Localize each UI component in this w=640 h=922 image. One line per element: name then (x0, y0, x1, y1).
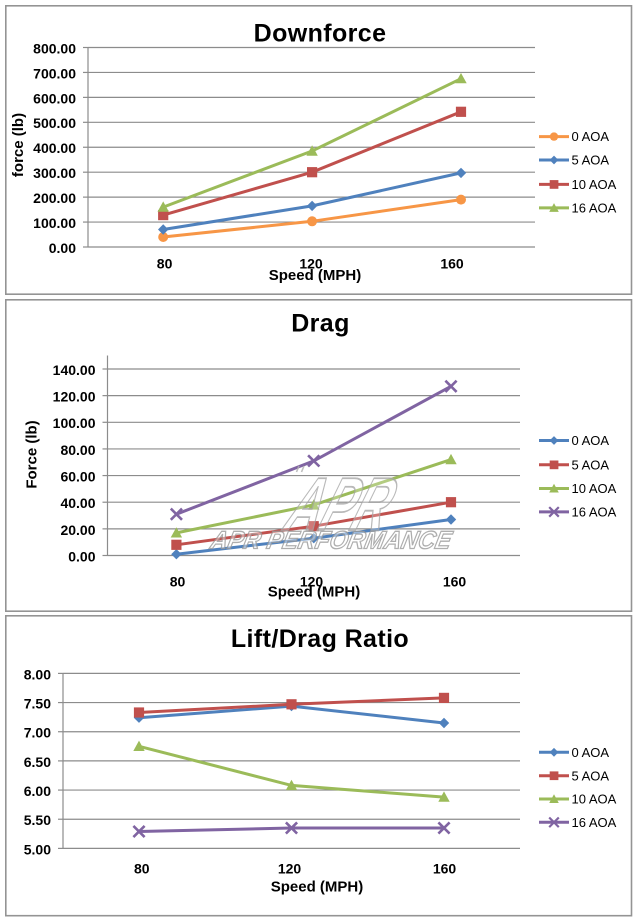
svg-text:Speed (MPH): Speed (MPH) (269, 267, 362, 284)
svg-text:120.00: 120.00 (53, 389, 96, 405)
svg-text:6.50: 6.50 (24, 754, 51, 770)
svg-text:Speed (MPH): Speed (MPH) (271, 879, 364, 896)
svg-text:80: 80 (170, 574, 186, 590)
svg-text:5 AOA: 5 AOA (572, 153, 610, 168)
svg-text:140.00: 140.00 (53, 362, 96, 378)
svg-text:100.00: 100.00 (33, 215, 76, 231)
svg-text:500.00: 500.00 (33, 115, 76, 131)
svg-text:0.00: 0.00 (68, 548, 95, 564)
svg-text:10 AOA: 10 AOA (572, 481, 617, 496)
svg-text:80: 80 (157, 256, 173, 272)
svg-text:120: 120 (278, 861, 302, 877)
svg-text:400.00: 400.00 (33, 140, 76, 156)
svg-text:10 AOA: 10 AOA (572, 792, 617, 807)
svg-text:force (lb): force (lb) (10, 113, 27, 177)
svg-text:7.00: 7.00 (24, 725, 51, 741)
svg-text:80.00: 80.00 (60, 442, 95, 458)
svg-text:Drag: Drag (291, 310, 350, 338)
svg-text:100.00: 100.00 (53, 415, 96, 431)
svg-text:700.00: 700.00 (33, 65, 76, 81)
svg-text:120: 120 (299, 256, 323, 272)
svg-text:300.00: 300.00 (33, 165, 76, 181)
svg-text:5 AOA: 5 AOA (572, 768, 610, 783)
svg-text:0 AOA: 0 AOA (572, 129, 610, 144)
svg-text:0 AOA: 0 AOA (572, 433, 610, 448)
svg-text:Lift/Drag Ratio: Lift/Drag Ratio (231, 625, 409, 653)
svg-text:120: 120 (300, 574, 324, 590)
svg-text:0.00: 0.00 (49, 240, 76, 256)
svg-text:60.00: 60.00 (60, 468, 95, 484)
svg-text:16 AOA: 16 AOA (572, 201, 617, 216)
svg-text:40.00: 40.00 (60, 495, 95, 511)
svg-text:16 AOA: 16 AOA (572, 815, 617, 830)
svg-text:160: 160 (440, 256, 464, 272)
svg-text:5.50: 5.50 (24, 812, 51, 828)
svg-text:80: 80 (134, 861, 150, 877)
svg-text:APR PERFORMANCE: APR PERFORMANCE (207, 527, 455, 555)
svg-text:160: 160 (433, 861, 457, 877)
svg-text:600.00: 600.00 (33, 90, 76, 106)
svg-text:10 AOA: 10 AOA (572, 177, 617, 192)
svg-text:Speed (MPH): Speed (MPH) (268, 584, 361, 601)
svg-text:7.50: 7.50 (24, 695, 51, 711)
svg-text:6.00: 6.00 (24, 783, 51, 799)
svg-text:200.00: 200.00 (33, 190, 76, 206)
svg-text:160: 160 (443, 574, 467, 590)
svg-text:5.00: 5.00 (24, 841, 51, 857)
svg-text:20.00: 20.00 (60, 522, 95, 538)
svg-text:Downforce: Downforce (254, 20, 387, 48)
svg-text:Force (lb): Force (lb) (23, 420, 40, 488)
svg-text:16 AOA: 16 AOA (572, 505, 617, 520)
svg-text:800.00: 800.00 (33, 40, 76, 56)
svg-text:8.00: 8.00 (24, 666, 51, 682)
svg-text:0 AOA: 0 AOA (572, 745, 610, 760)
svg-text:5 AOA: 5 AOA (572, 457, 610, 472)
